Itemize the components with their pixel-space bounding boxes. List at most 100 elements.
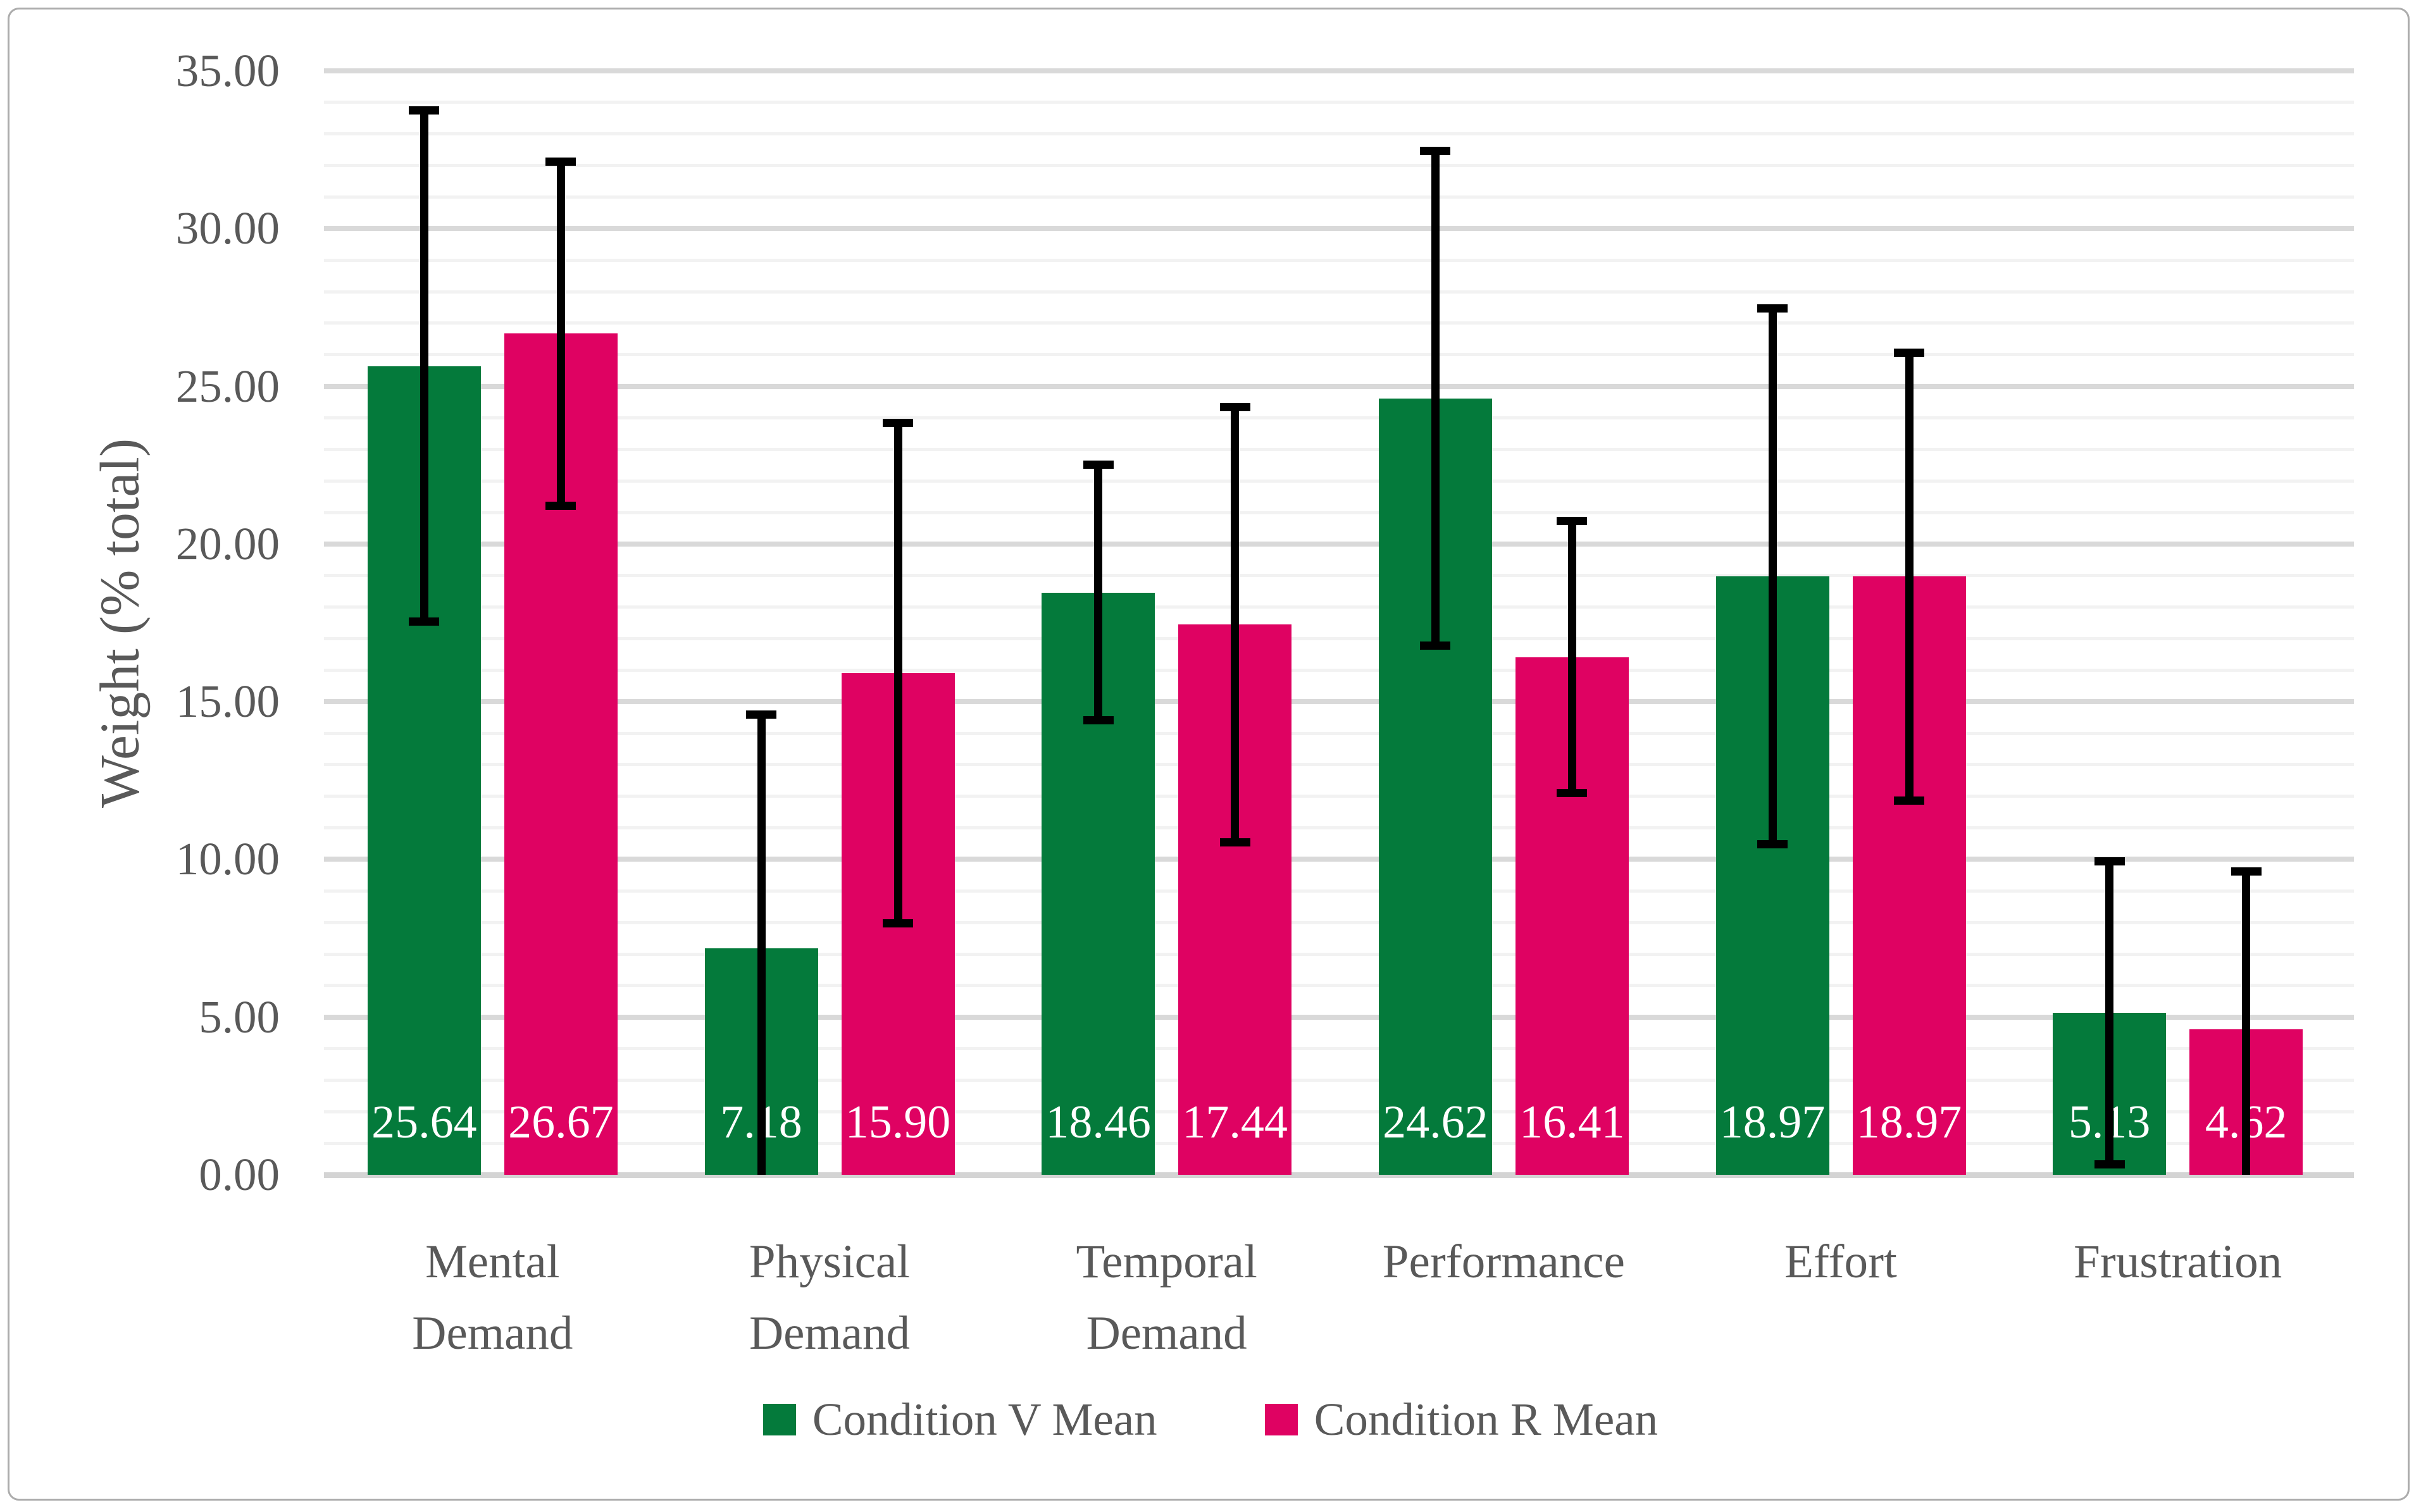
error-bar-line: [1905, 352, 1914, 801]
error-bar-top-cap: [1420, 146, 1451, 155]
error-bar-bottom-cap: [1083, 716, 1114, 725]
minor-gridline: [324, 731, 2354, 735]
category-label-physical-demand: Physical Demand: [640, 1226, 1019, 1369]
category-label-temporal-demand: Temporal Demand: [977, 1226, 1357, 1369]
major-gridline: [324, 68, 2354, 73]
minor-gridline: [324, 826, 2354, 830]
error-bar-top-cap: [1083, 461, 1114, 469]
bar-value-label: 18.97: [1856, 1096, 1962, 1148]
bar-value-label: 17.44: [1182, 1096, 1288, 1148]
error-bar-bottom-cap: [883, 919, 913, 928]
category-label-line: Demand: [412, 1307, 573, 1360]
legend: Condition V Mean Condition R Mean: [0, 1389, 2421, 1450]
error-bar-line: [2242, 871, 2251, 1175]
bar-v-mental-demand: 25.64: [367, 366, 481, 1175]
minor-gridline: [324, 889, 2354, 893]
y-tick-label: 5.00: [199, 991, 280, 1043]
legend-label: Condition V Mean: [812, 1394, 1157, 1445]
legend-swatch-icon: [762, 1404, 796, 1435]
minor-gridline: [324, 353, 2354, 357]
category-label-line: Demand: [1086, 1307, 1247, 1360]
bar-v-effort: 18.97: [1715, 576, 1829, 1175]
minor-gridline: [324, 416, 2354, 419]
minor-gridline: [324, 636, 2354, 640]
category-label-line: Performance: [1382, 1236, 1625, 1288]
error-bar-bottom-cap: [1894, 796, 1924, 805]
minor-gridline: [324, 321, 2354, 325]
error-bar-line: [1094, 464, 1103, 721]
category-label-line: Effort: [1784, 1236, 1897, 1288]
error-bar-line: [2105, 861, 2114, 1165]
category-label-line: Temporal: [1076, 1236, 1257, 1288]
error-bar-bottom-cap: [1219, 838, 1250, 846]
category-label-performance: Performance: [1314, 1226, 1693, 1298]
minor-gridline: [324, 984, 2354, 988]
error-bar-top-cap: [2231, 867, 2262, 876]
error-bar-top-cap: [1557, 517, 1588, 526]
y-axis-title: Weight (% total): [89, 438, 151, 809]
error-bar-top-cap: [1757, 304, 1788, 313]
error-bar-line: [420, 110, 428, 622]
error-bar-top-cap: [1219, 402, 1250, 411]
minor-gridline: [324, 574, 2354, 578]
error-bar-line: [757, 714, 766, 1175]
major-gridline: [324, 699, 2354, 705]
minor-gridline: [324, 447, 2354, 451]
minor-gridline: [324, 511, 2354, 514]
y-tick-label: 35.00: [175, 45, 280, 96]
minor-gridline: [324, 132, 2354, 136]
y-tick-label: 15.00: [175, 676, 280, 728]
minor-gridline: [324, 605, 2354, 609]
error-bar-line: [1567, 521, 1576, 793]
minor-gridline: [324, 668, 2354, 672]
category-label-line: Demand: [749, 1307, 911, 1360]
minor-gridline: [324, 1110, 2354, 1113]
minor-gridline: [324, 258, 2354, 262]
major-gridline: [324, 383, 2354, 389]
bar-value-label: 15.90: [845, 1096, 951, 1148]
category-label-line: Mental: [425, 1236, 560, 1288]
minor-gridline: [324, 920, 2354, 924]
legend-swatch-icon: [1264, 1404, 1298, 1435]
minor-gridline: [324, 164, 2354, 168]
bar-value-label: 25.64: [371, 1096, 477, 1148]
error-bar-top-cap: [409, 106, 440, 115]
minor-gridline: [324, 195, 2354, 199]
error-bar-top-cap: [746, 710, 776, 719]
minor-gridline: [324, 795, 2354, 798]
bar-value-label: 26.67: [508, 1096, 614, 1148]
error-bar-line: [893, 423, 902, 924]
bar-value-label: 18.46: [1045, 1096, 1151, 1148]
minor-gridline: [324, 290, 2354, 294]
y-tick-label: 20.00: [175, 517, 280, 569]
error-bar-bottom-cap: [1420, 641, 1451, 650]
legend-item-condition-v-mean: Condition V Mean: [762, 1389, 1157, 1450]
minor-gridline: [324, 1047, 2354, 1051]
y-tick-label: 30.00: [175, 202, 280, 254]
category-label-frustration: Frustration: [1988, 1226, 2368, 1298]
error-bar-bottom-cap: [545, 501, 576, 510]
error-bar-top-cap: [883, 419, 913, 428]
bar-value-label: 24.62: [1383, 1096, 1488, 1148]
error-bar-top-cap: [2094, 857, 2125, 866]
major-gridline: [324, 857, 2354, 862]
bar-value-label: 16.41: [1519, 1096, 1625, 1148]
major-gridline: [324, 226, 2354, 232]
x-axis-line: [324, 1172, 2354, 1178]
category-label-mental-demand: Mental Demand: [302, 1226, 682, 1369]
error-bar-line: [1231, 407, 1240, 843]
error-bar-top-cap: [1894, 348, 1924, 357]
minor-gridline: [324, 1141, 2354, 1145]
minor-gridline: [324, 952, 2354, 956]
category-label-effort: Effort: [1651, 1226, 2031, 1298]
error-bar-bottom-cap: [2094, 1160, 2125, 1169]
minor-gridline: [324, 763, 2354, 767]
major-gridline: [324, 1014, 2354, 1020]
error-bar-bottom-cap: [409, 617, 440, 626]
legend-item-condition-r-mean: Condition R Mean: [1264, 1389, 1658, 1450]
minor-gridline: [324, 479, 2354, 483]
error-bar-line: [556, 161, 565, 506]
minor-gridline: [324, 1078, 2354, 1082]
y-tick-label: 10.00: [175, 833, 280, 885]
